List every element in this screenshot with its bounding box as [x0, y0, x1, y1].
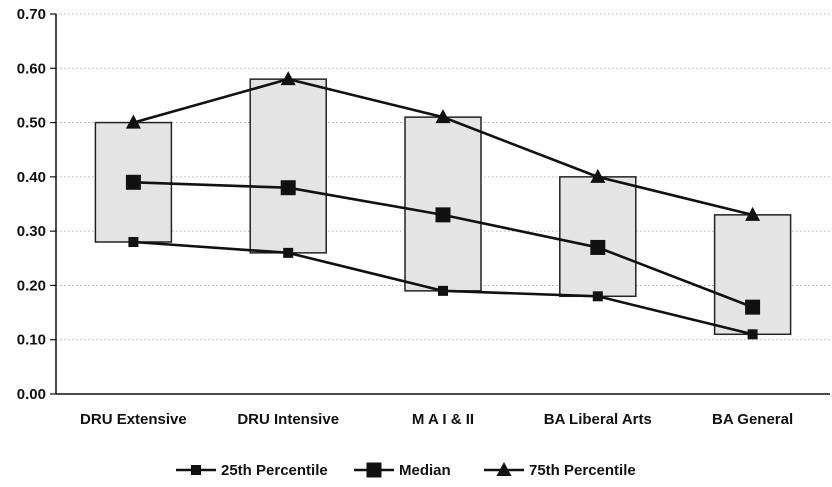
data-point [747, 329, 758, 340]
data-point [280, 180, 296, 196]
x-tick-label: BA General [712, 411, 793, 428]
legend-label: 75th Percentile [529, 462, 636, 479]
data-point [435, 109, 451, 124]
x-tick-label: BA Liberal Arts [544, 411, 652, 428]
legend-marker [366, 462, 382, 478]
y-tick-label: 0.00 [17, 386, 46, 403]
data-point [125, 114, 141, 129]
series-markers [125, 71, 761, 340]
data-point [590, 168, 606, 183]
y-tick-label: 0.50 [17, 115, 46, 132]
x-tick-label: M A I & II [412, 411, 474, 428]
y-axis: 0.00 0.10 0.20 0.30 0.40 0.50 0.60 0.70 [17, 6, 57, 403]
data-point [590, 239, 606, 255]
legend-marker [496, 462, 512, 476]
data-point [435, 207, 451, 223]
range-box [713, 214, 792, 336]
x-axis: DRU Extensive DRU Intensive M A I & II BA L… [56, 393, 830, 428]
x-tick-label: DRU Intensive [237, 411, 339, 428]
data-point [283, 247, 294, 258]
data-point [745, 299, 761, 315]
data-point [280, 71, 296, 86]
range-box [404, 116, 482, 292]
y-tick-label: 0.70 [17, 6, 46, 23]
legend-label: Median [399, 462, 451, 479]
legend-marker [191, 465, 201, 475]
range-boxes [94, 78, 792, 336]
x-tick-label: DRU Extensive [80, 411, 187, 428]
y-tick-label: 0.20 [17, 277, 46, 294]
y-tick-label: 0.30 [17, 223, 46, 240]
y-tick-label: 0.40 [17, 169, 46, 186]
y-tick-label: 0.60 [17, 60, 46, 77]
gridlines [56, 13, 830, 341]
y-tick-label: 0.10 [17, 332, 46, 349]
data-point [128, 237, 139, 247]
range-box [249, 78, 327, 254]
data-point [745, 206, 761, 221]
data-point [125, 174, 141, 190]
legend-label: 25th Percentile [221, 462, 328, 479]
range-box [559, 176, 637, 298]
legend: 25th Percentile Median 75th Percentile [176, 462, 636, 479]
data-point [438, 285, 448, 296]
data-point [592, 291, 603, 302]
